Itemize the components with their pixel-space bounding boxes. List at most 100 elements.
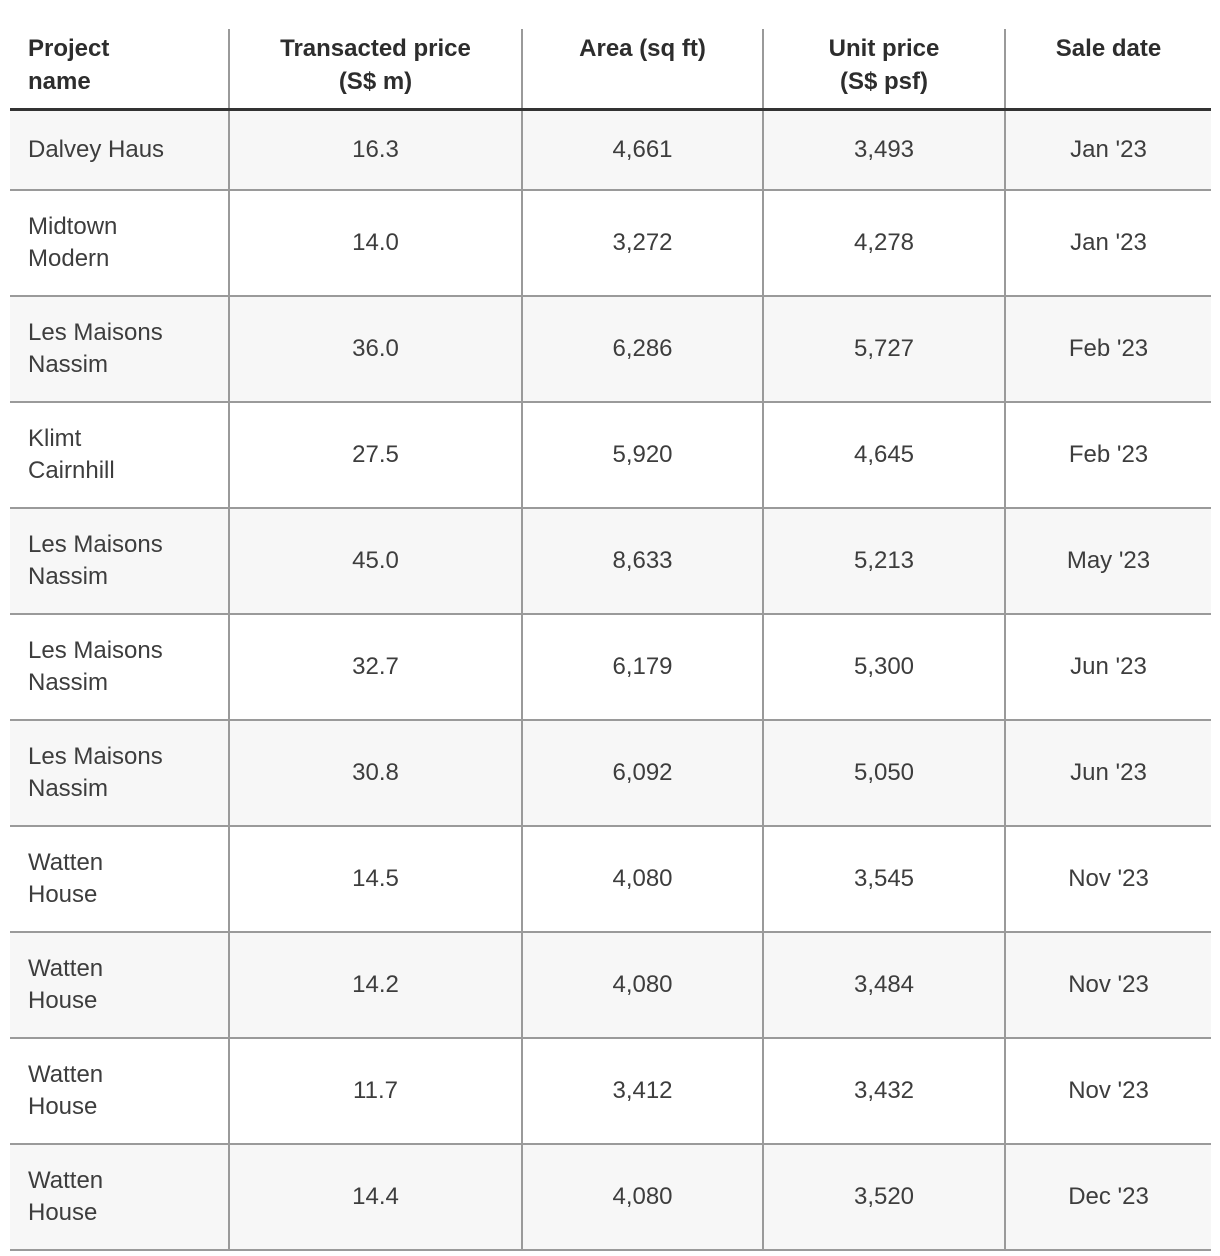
project-name-line: Midtown: [28, 212, 118, 240]
project-name-line: Les Maisons: [28, 742, 163, 770]
header-row: Project name Transacted price (S$ m) Are…: [10, 29, 1211, 111]
header-label-line: Sale date: [1055, 35, 1162, 62]
table-row: Les Maisons Nassim 45.0 8,633 5,213 May …: [10, 507, 1211, 615]
cell-unit-price: 5,213: [762, 507, 1005, 615]
table-row: Watten House 14.5 4,080 3,545 Nov '23: [10, 825, 1211, 933]
cell-project-name: Les Maisons Nassim: [10, 719, 229, 827]
cell-project-name: Les Maisons Nassim: [10, 507, 229, 615]
header-label-line: (S$ m): [338, 68, 413, 95]
cell-project-name: Watten House: [10, 825, 229, 933]
transactions-table-container: Project name Transacted price (S$ m) Are…: [10, 29, 1211, 1251]
cell-sale-date: Jan '23: [1004, 189, 1211, 297]
cell-area: 8,633: [521, 507, 763, 615]
cell-sale-date: Feb '23: [1004, 295, 1211, 403]
cell-project-name: Les Maisons Nassim: [10, 613, 229, 721]
project-name-line: Nassim: [28, 350, 109, 378]
project-name-line: Cairnhill: [28, 456, 115, 484]
header-label-line: Area (sq ft): [579, 35, 706, 62]
cell-project-name: Klimt Cairnhill: [10, 401, 229, 509]
cell-sale-date: May '23: [1004, 507, 1211, 615]
cell-project-name: Dalvey Haus: [10, 109, 229, 191]
header-label-line: (S$ psf): [839, 68, 928, 95]
cell-unit-price: 5,300: [762, 613, 1005, 721]
project-name-line: House: [28, 986, 98, 1014]
cell-sale-date: Jun '23: [1004, 719, 1211, 827]
header-label-line: Project: [28, 35, 110, 62]
header-label-line: name: [28, 68, 91, 95]
project-name-line: Modern: [28, 244, 110, 272]
header-cell-transacted-price: Transacted price (S$ m): [228, 29, 522, 111]
cell-area: 3,272: [521, 189, 763, 297]
project-name-line: Les Maisons: [28, 636, 163, 664]
cell-unit-price: 3,520: [762, 1143, 1005, 1251]
project-name-line: House: [28, 1092, 98, 1120]
header-label-line: Unit price: [828, 35, 940, 62]
table-row: Watten House 11.7 3,412 3,432 Nov '23: [10, 1037, 1211, 1145]
project-name-line: House: [28, 1198, 98, 1226]
project-name-line: Watten: [28, 848, 104, 876]
cell-transacted-price: 11.7: [228, 1037, 522, 1145]
cell-sale-date: Dec '23: [1004, 1143, 1211, 1251]
table-row: Dalvey Haus 16.3 4,661 3,493 Jan '23: [10, 109, 1211, 191]
header-cell-unit-price: Unit price (S$ psf): [762, 29, 1005, 111]
project-name-line: Nassim: [28, 668, 109, 696]
project-name-line: Watten: [28, 1060, 104, 1088]
table-row: Midtown Modern 14.0 3,272 4,278 Jan '23: [10, 189, 1211, 297]
cell-transacted-price: 27.5: [228, 401, 522, 509]
table-row: Watten House 14.4 4,080 3,520 Dec '23: [10, 1143, 1211, 1251]
project-name-line: Les Maisons: [28, 530, 163, 558]
project-name-line: Klimt: [28, 424, 82, 452]
project-name-line: Watten: [28, 1166, 104, 1194]
cell-sale-date: Nov '23: [1004, 1037, 1211, 1145]
project-name-line: House: [28, 880, 98, 908]
table-row: Les Maisons Nassim 36.0 6,286 5,727 Feb …: [10, 295, 1211, 403]
cell-unit-price: 3,484: [762, 931, 1005, 1039]
cell-transacted-price: 14.2: [228, 931, 522, 1039]
cell-project-name: Watten House: [10, 1037, 229, 1145]
header-label-line: Transacted price: [280, 35, 471, 62]
cell-unit-price: 3,432: [762, 1037, 1005, 1145]
cell-project-name: Watten House: [10, 931, 229, 1039]
cell-sale-date: Nov '23: [1004, 931, 1211, 1039]
cell-sale-date: Feb '23: [1004, 401, 1211, 509]
cell-unit-price: 3,493: [762, 109, 1005, 191]
header-cell-area: Area (sq ft): [521, 29, 763, 111]
project-name-line: Watten: [28, 954, 104, 982]
transactions-table: Project name Transacted price (S$ m) Are…: [10, 29, 1211, 1251]
cell-project-name: Les Maisons Nassim: [10, 295, 229, 403]
cell-project-name: Midtown Modern: [10, 189, 229, 297]
cell-area: 4,661: [521, 109, 763, 191]
cell-area: 4,080: [521, 1143, 763, 1251]
cell-unit-price: 3,545: [762, 825, 1005, 933]
project-name-line: Les Maisons: [28, 318, 163, 346]
table-row: Les Maisons Nassim 30.8 6,092 5,050 Jun …: [10, 719, 1211, 827]
cell-transacted-price: 30.8: [228, 719, 522, 827]
cell-transacted-price: 45.0: [228, 507, 522, 615]
cell-sale-date: Jun '23: [1004, 613, 1211, 721]
cell-area: 6,179: [521, 613, 763, 721]
project-name-line: Nassim: [28, 774, 109, 802]
cell-unit-price: 4,278: [762, 189, 1005, 297]
cell-project-name: Watten House: [10, 1143, 229, 1251]
cell-transacted-price: 36.0: [228, 295, 522, 403]
cell-area: 5,920: [521, 401, 763, 509]
cell-area: 4,080: [521, 931, 763, 1039]
project-name-line: Nassim: [28, 562, 109, 590]
cell-transacted-price: 14.4: [228, 1143, 522, 1251]
cell-sale-date: Nov '23: [1004, 825, 1211, 933]
table-row: Les Maisons Nassim 32.7 6,179 5,300 Jun …: [10, 613, 1211, 721]
cell-area: 6,092: [521, 719, 763, 827]
cell-transacted-price: 14.0: [228, 189, 522, 297]
header-cell-project-name: Project name: [10, 29, 229, 111]
table-header: Project name Transacted price (S$ m) Are…: [10, 29, 1211, 111]
cell-transacted-price: 14.5: [228, 825, 522, 933]
cell-unit-price: 5,050: [762, 719, 1005, 827]
cell-unit-price: 5,727: [762, 295, 1005, 403]
table-row: Watten House 14.2 4,080 3,484 Nov '23: [10, 931, 1211, 1039]
table-row: Klimt Cairnhill 27.5 5,920 4,645 Feb '23: [10, 401, 1211, 509]
cell-sale-date: Jan '23: [1004, 109, 1211, 191]
cell-unit-price: 4,645: [762, 401, 1005, 509]
cell-area: 4,080: [521, 825, 763, 933]
cell-transacted-price: 16.3: [228, 109, 522, 191]
table-body: Dalvey Haus 16.3 4,661 3,493 Jan '23 Mid…: [10, 109, 1211, 1251]
